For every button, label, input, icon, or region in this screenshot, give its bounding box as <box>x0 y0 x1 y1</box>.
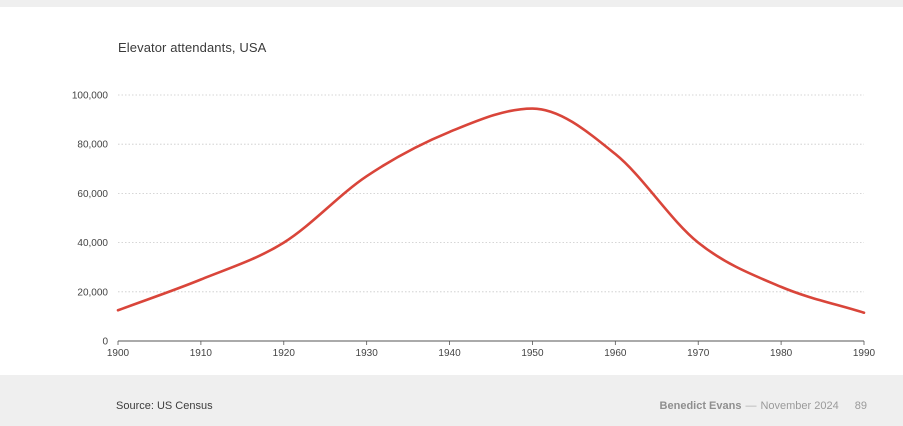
source-note: Source: US Census <box>116 400 213 412</box>
y-tick-label: 0 <box>102 337 108 348</box>
y-axis-ticks: 0 20,000 40,000 60,000 80,000 100,000 <box>72 91 109 348</box>
author-name: Benedict Evans <box>659 400 742 412</box>
x-tick-label: 1990 <box>853 348 876 359</box>
gridlines <box>118 94 864 293</box>
footer-separator: — <box>745 400 757 412</box>
chart-title: Elevator attendants, USA <box>118 40 267 55</box>
top-strip <box>0 0 903 7</box>
y-tick-label: 100,000 <box>72 91 109 102</box>
x-tick-label: 1950 <box>521 348 544 359</box>
x-tick-label: 1960 <box>604 348 627 359</box>
x-tick-label: 1920 <box>273 348 296 359</box>
x-tick-label: 1930 <box>356 348 379 359</box>
x-tick-label: 1940 <box>438 348 461 359</box>
x-axis-ticks: 1900 1910 1920 1930 1940 1950 1960 1970 1980 1990 <box>107 341 876 359</box>
page-number: 89 <box>854 400 867 412</box>
y-tick-label: 80,000 <box>77 140 108 151</box>
y-tick-label: 60,000 <box>77 189 108 200</box>
x-tick-label: 1900 <box>107 348 130 359</box>
footer-credit: Benedict Evans — November 2024 89 <box>660 400 867 412</box>
x-tick-label: 1980 <box>770 348 793 359</box>
footer-date: November 2024 <box>760 400 839 412</box>
line-chart: 0 20,000 40,000 60,000 80,000 100,000 1900 191… <box>72 91 876 360</box>
footer: Source: US Census Benedict Evans — Novembe… <box>0 375 903 426</box>
series-line <box>116 107 866 315</box>
y-tick-label: 20,000 <box>77 287 108 298</box>
x-tick-label: 1910 <box>190 348 213 359</box>
x-tick-label: 1970 <box>687 348 710 359</box>
y-tick-label: 40,000 <box>77 238 108 249</box>
